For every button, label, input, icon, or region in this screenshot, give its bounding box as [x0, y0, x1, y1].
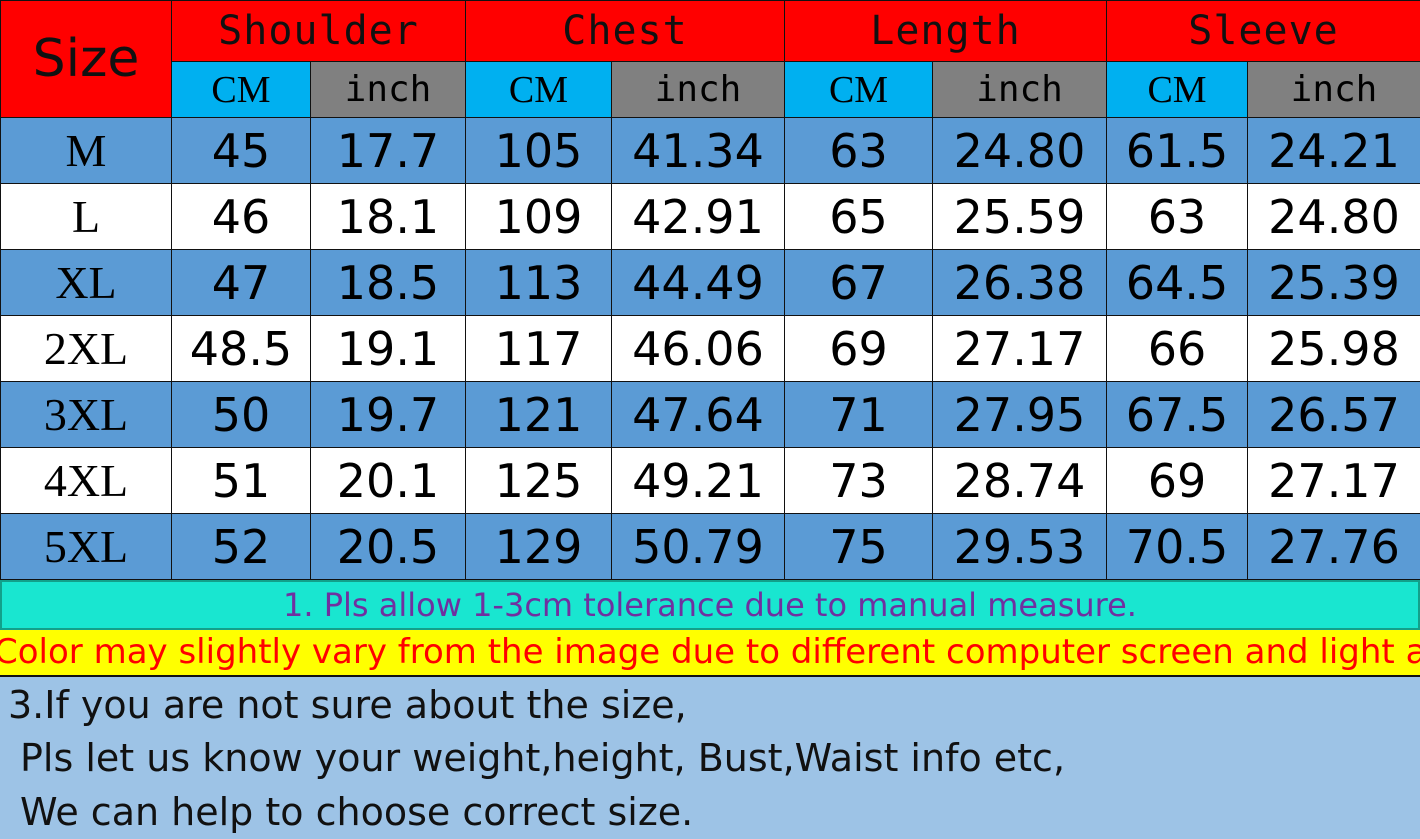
measurement-cell: 24.80 [932, 117, 1108, 184]
measurement-cell: 26.38 [932, 249, 1108, 316]
measurement-cell: 49.21 [610, 447, 786, 514]
measurement-cell: 28.74 [932, 447, 1108, 514]
measurement-cell: 41.34 [610, 117, 786, 184]
measurement-cell: 71 [784, 381, 934, 448]
measurement-cell: 51 [171, 447, 311, 514]
measurement-cell: 73 [784, 447, 934, 514]
table-row: XL 47 18.5 113 44.49 67 26.38 64.5 25.39 [0, 249, 1420, 316]
table-row: 5XL 52 20.5 129 50.79 75 29.53 70.5 27.76 [0, 513, 1420, 580]
size-help-line: 3.If you are not sure about the size, [8, 683, 687, 727]
measurement-cell: 121 [465, 381, 612, 448]
size-help-line: Pls let us know your weight,height, Bust… [20, 736, 1066, 780]
measurement-cell: 67 [784, 249, 934, 316]
measurement-cell: 27.17 [932, 315, 1108, 382]
size-cell: M [0, 117, 172, 184]
measurement-cell: 25.39 [1247, 249, 1420, 316]
measurement-cell: 67.5 [1106, 381, 1249, 448]
size-cell: XL [0, 249, 172, 316]
table-row: 4XL 51 20.1 125 49.21 73 28.74 69 27.17 [0, 447, 1420, 514]
measurement-cell: 70.5 [1106, 513, 1249, 580]
measurement-cell: 46.06 [610, 315, 786, 382]
size-header: Size [0, 0, 172, 118]
measurement-cell: 48.5 [171, 315, 311, 382]
measurement-cell: 129 [465, 513, 612, 580]
measurement-cell: 50.79 [610, 513, 786, 580]
shoulder-header: Shoulder [171, 0, 466, 62]
measurement-cell: 20.1 [310, 447, 466, 514]
unit-inch-header: inch [610, 61, 786, 118]
size-cell: 5XL [0, 513, 172, 580]
measurement-cell: 63 [784, 117, 934, 184]
measurement-cell: 19.7 [310, 381, 466, 448]
measurement-cell: 44.49 [610, 249, 786, 316]
unit-cm-header: CM [784, 61, 934, 118]
measurement-cell: 63 [1106, 183, 1249, 250]
measurement-cell: 27.17 [1247, 447, 1420, 514]
measurement-cell: 18.1 [310, 183, 466, 250]
measurement-cell: 26.57 [1247, 381, 1420, 448]
unit-inch-header: inch [1247, 61, 1420, 118]
measurement-cell: 65 [784, 183, 934, 250]
size-cell: 2XL [0, 315, 172, 382]
measurement-cell: 29.53 [932, 513, 1108, 580]
size-help-note: 3.If you are not sure about the size, Pl… [0, 677, 1420, 839]
measurement-cell: 47.64 [610, 381, 786, 448]
size-cell: L [0, 183, 172, 250]
unit-inch-header: inch [310, 61, 466, 118]
measurement-cell: 45 [171, 117, 311, 184]
table-row: 2XL 48.5 19.1 117 46.06 69 27.17 66 25.98 [0, 315, 1420, 382]
measurement-cell: 27.95 [932, 381, 1108, 448]
measurement-cell: 42.91 [610, 183, 786, 250]
unit-cm-header: CM [1106, 61, 1249, 118]
size-cell: 4XL [0, 447, 172, 514]
measurement-cell: 117 [465, 315, 612, 382]
measurement-cell: 19.1 [310, 315, 466, 382]
unit-cm-header: CM [171, 61, 311, 118]
sleeve-header: Sleeve [1106, 0, 1420, 62]
table-row: 3XL 50 19.7 121 47.64 71 27.95 67.5 26.57 [0, 381, 1420, 448]
table-row: L 46 18.1 109 42.91 65 25.59 63 24.80 [0, 183, 1420, 250]
measurement-cell: 113 [465, 249, 612, 316]
measurement-cell: 50 [171, 381, 311, 448]
measurement-cell: 20.5 [310, 513, 466, 580]
measurement-cell: 52 [171, 513, 311, 580]
measurement-cell: 24.21 [1247, 117, 1420, 184]
tolerance-note: 1. Pls allow 1-3cm tolerance due to manu… [0, 580, 1420, 630]
measurement-cell: 24.80 [1247, 183, 1420, 250]
measurement-cell: 18.5 [310, 249, 466, 316]
measurement-cell: 27.76 [1247, 513, 1420, 580]
measurement-cell: 46 [171, 183, 311, 250]
table-row: M 45 17.7 105 41.34 63 24.80 61.5 24.21 [0, 117, 1420, 184]
measurement-cell: 125 [465, 447, 612, 514]
measurement-cell: 69 [1106, 447, 1249, 514]
measurement-cell: 61.5 [1106, 117, 1249, 184]
unit-inch-header: inch [932, 61, 1108, 118]
measurement-cell: 75 [784, 513, 934, 580]
measurement-cell: 66 [1106, 315, 1249, 382]
size-chart-table: Size Shoulder Chest Length Sleeve CM inc… [0, 0, 1420, 580]
measurement-cell: 64.5 [1106, 249, 1249, 316]
measurement-cell: 25.59 [932, 183, 1108, 250]
size-cell: 3XL [0, 381, 172, 448]
measurement-cell: 25.98 [1247, 315, 1420, 382]
chest-header: Chest [464, 0, 786, 62]
measurement-cell: 105 [465, 117, 612, 184]
measurement-cell: 17.7 [310, 117, 466, 184]
size-help-line: We can help to choose correct size. [20, 790, 694, 834]
unit-cm-header: CM [465, 61, 612, 118]
length-header: Length [784, 0, 1108, 62]
color-note: Color may slightly vary from the image d… [0, 630, 1420, 677]
measurement-cell: 69 [784, 315, 934, 382]
measurement-cell: 47 [171, 249, 311, 316]
measurement-cell: 109 [465, 183, 612, 250]
